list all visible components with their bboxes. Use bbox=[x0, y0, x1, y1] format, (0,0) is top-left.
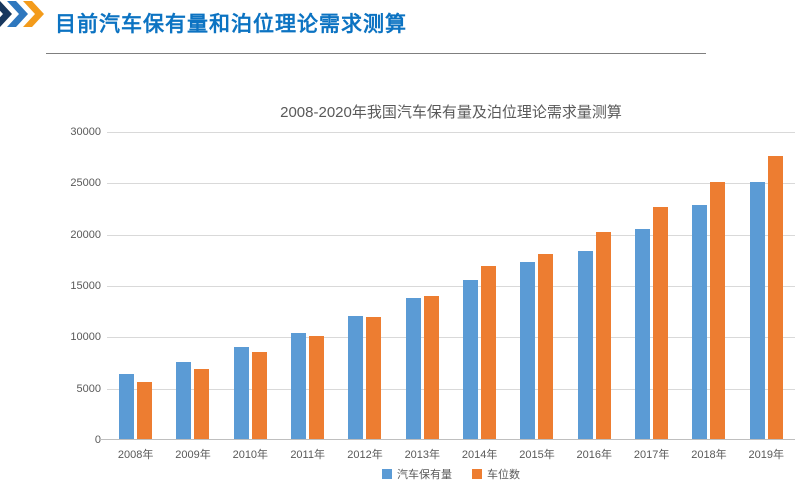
bar-group-2012年 bbox=[336, 132, 393, 440]
x-tick-label: 2014年 bbox=[461, 449, 498, 461]
triple-chevron-icon bbox=[0, 1, 44, 27]
bar-车位数-2016年 bbox=[595, 232, 611, 440]
bar-汽车保有量-2017年 bbox=[635, 229, 651, 440]
x-tick-label: 2018年 bbox=[691, 449, 727, 461]
y-tick-label: 0 bbox=[94, 434, 101, 446]
bar-车位数-2017年 bbox=[653, 206, 669, 440]
legend-swatch bbox=[382, 469, 392, 479]
gridline bbox=[107, 286, 795, 287]
bar-汽车保有量-2014年 bbox=[463, 280, 479, 440]
bar-group-2013年 bbox=[394, 132, 451, 440]
bar-车位数-2015年 bbox=[538, 254, 554, 440]
chevron-shape bbox=[7, 1, 28, 27]
gridline bbox=[107, 132, 795, 133]
bar-汽车保有量-2008年 bbox=[119, 374, 135, 440]
bar-车位数-2019年 bbox=[767, 156, 783, 440]
bar-group-2015年 bbox=[508, 132, 565, 440]
bar-汽车保有量-2018年 bbox=[692, 204, 708, 440]
bar-汽车保有量-2013年 bbox=[405, 298, 421, 440]
y-tick-label: 20000 bbox=[70, 228, 101, 241]
x-tick-label: 2016年 bbox=[576, 449, 613, 461]
x-tick-label: 2008年 bbox=[117, 449, 154, 461]
gridline bbox=[107, 388, 795, 390]
gridline bbox=[107, 234, 795, 236]
bar-车位数-2012年 bbox=[366, 316, 382, 440]
bar-group-2009年 bbox=[164, 132, 221, 440]
x-tick-label: 2010年 bbox=[232, 449, 269, 461]
legend-label: 汽车保有量 bbox=[397, 469, 452, 481]
y-tick-label: 10000 bbox=[70, 331, 101, 344]
bar-车位数-2010年 bbox=[251, 352, 267, 440]
bar-group-2018年 bbox=[680, 132, 737, 440]
bar-group-2011年 bbox=[279, 132, 336, 440]
legend-item-汽车保有量: 汽车保有量 bbox=[382, 466, 452, 482]
page-title: 目前汽车保有量和泊位理论需求测算 bbox=[55, 13, 407, 36]
bar-车位数-2011年 bbox=[309, 335, 325, 440]
x-axis-labels: 2008年 2009年 2010年 2011年 2012年 2013年 2014年 2015年… bbox=[107, 446, 795, 462]
x-tick-label: 2012年 bbox=[347, 449, 383, 461]
y-tick-label: 30000 bbox=[70, 126, 101, 138]
bar-汽车保有量-2016年 bbox=[577, 251, 593, 440]
y-axis-labels: 0 5000 10000 15000 20000 25000 30000 bbox=[55, 126, 101, 446]
y-tick-label: 25000 bbox=[70, 177, 101, 190]
x-tick-label: 2017年 bbox=[633, 449, 670, 461]
bar-group-2017年 bbox=[623, 132, 680, 440]
chart-title: 2008-2020年我国汽车保有量及泊位理论需求量测算 bbox=[280, 104, 622, 121]
x-axis-line bbox=[100, 439, 795, 440]
bar-group-2010年 bbox=[222, 132, 279, 440]
x-tick-label: 2011年 bbox=[290, 449, 325, 461]
bar-group-2019年 bbox=[738, 132, 795, 440]
bar-group-2014年 bbox=[451, 132, 508, 440]
bar-汽车保有量-2012年 bbox=[348, 315, 364, 440]
x-tick-label: 2019年 bbox=[748, 449, 785, 461]
chevron-shape bbox=[0, 1, 12, 27]
x-tick-label: 2009年 bbox=[175, 449, 211, 461]
bar-车位数-2014年 bbox=[481, 265, 497, 440]
bar-车位数-2008年 bbox=[137, 382, 153, 440]
bar-group-2016年 bbox=[566, 132, 623, 440]
bar-groups bbox=[107, 132, 795, 440]
plot-area bbox=[100, 132, 795, 440]
x-tick-label: 2013年 bbox=[404, 449, 441, 461]
bar-车位数-2009年 bbox=[194, 369, 210, 440]
bar-汽车保有量-2011年 bbox=[291, 332, 307, 440]
bar-汽车保有量-2015年 bbox=[520, 262, 536, 440]
y-tick-label: 15000 bbox=[70, 280, 101, 292]
bar-group-2008年 bbox=[107, 132, 164, 440]
y-tick-label: 5000 bbox=[76, 382, 101, 395]
bar-汽车保有量-2010年 bbox=[233, 347, 249, 440]
title-underline bbox=[46, 53, 706, 54]
legend-item-车位数: 车位数 bbox=[472, 466, 520, 482]
bar-汽车保有量-2019年 bbox=[749, 182, 765, 440]
bar-汽车保有量-2009年 bbox=[176, 361, 192, 440]
chevron-shape bbox=[23, 1, 44, 27]
legend-swatch bbox=[472, 469, 482, 479]
x-tick-label: 2015年 bbox=[519, 449, 555, 461]
bar-车位数-2018年 bbox=[710, 182, 726, 440]
gridline bbox=[107, 337, 795, 339]
chart-legend: 汽车保有量 车位数 bbox=[107, 466, 795, 482]
gridline bbox=[107, 183, 795, 185]
bar-车位数-2013年 bbox=[423, 295, 439, 440]
legend-label: 车位数 bbox=[487, 469, 520, 481]
